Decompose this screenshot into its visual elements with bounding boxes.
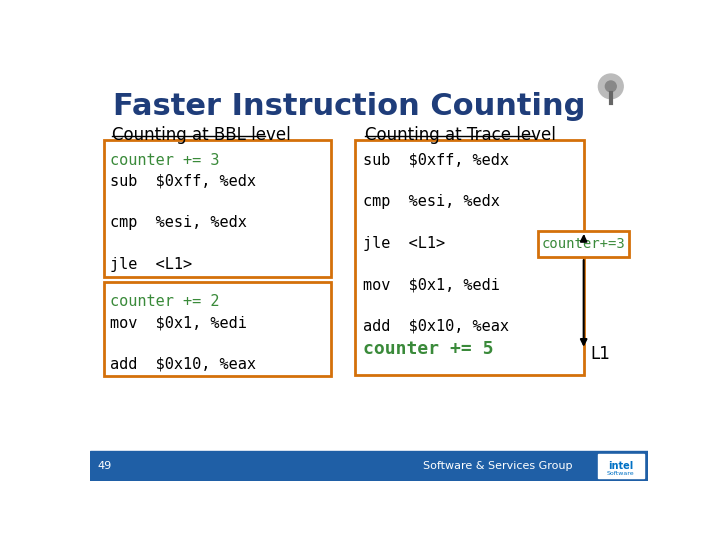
Text: cmp  %esi, %edx: cmp %esi, %edx bbox=[363, 194, 500, 209]
Text: counter+=3: counter+=3 bbox=[541, 237, 626, 251]
Text: sub  $0xff, %edx: sub $0xff, %edx bbox=[363, 153, 509, 167]
Bar bbox=[355, 140, 584, 375]
Text: mov  $0x1, %edi: mov $0x1, %edi bbox=[110, 315, 247, 330]
Text: Counting at BBL level: Counting at BBL level bbox=[112, 126, 290, 144]
Text: counter += 3: counter += 3 bbox=[110, 153, 220, 167]
Bar bbox=[90, 451, 648, 481]
Text: add  $0x10, %eax: add $0x10, %eax bbox=[363, 319, 509, 334]
Bar bbox=[538, 231, 629, 257]
Circle shape bbox=[606, 81, 616, 92]
Text: jle  <L1>: jle <L1> bbox=[363, 236, 445, 251]
Circle shape bbox=[598, 74, 624, 99]
Text: add  $0x10, %eax: add $0x10, %eax bbox=[110, 356, 256, 372]
Bar bbox=[104, 140, 331, 278]
Text: Software: Software bbox=[607, 471, 635, 476]
Text: 49: 49 bbox=[98, 461, 112, 471]
Text: intel: intel bbox=[608, 461, 634, 471]
Text: Software & Services Group: Software & Services Group bbox=[423, 461, 572, 471]
Text: Counting at Trace level: Counting at Trace level bbox=[365, 126, 556, 144]
Text: cmp  %esi, %edx: cmp %esi, %edx bbox=[110, 215, 247, 230]
Bar bbox=[598, 454, 644, 478]
Text: L1: L1 bbox=[590, 345, 610, 363]
Bar bbox=[104, 282, 331, 376]
Text: mov  $0x1, %edi: mov $0x1, %edi bbox=[363, 278, 500, 292]
Text: sub  $0xff, %edx: sub $0xff, %edx bbox=[110, 173, 256, 188]
Text: jle  <L1>: jle <L1> bbox=[110, 256, 192, 272]
Text: Faster Instruction Counting: Faster Instruction Counting bbox=[113, 92, 585, 121]
Text: counter += 5: counter += 5 bbox=[363, 340, 493, 357]
Text: counter += 2: counter += 2 bbox=[110, 294, 220, 309]
